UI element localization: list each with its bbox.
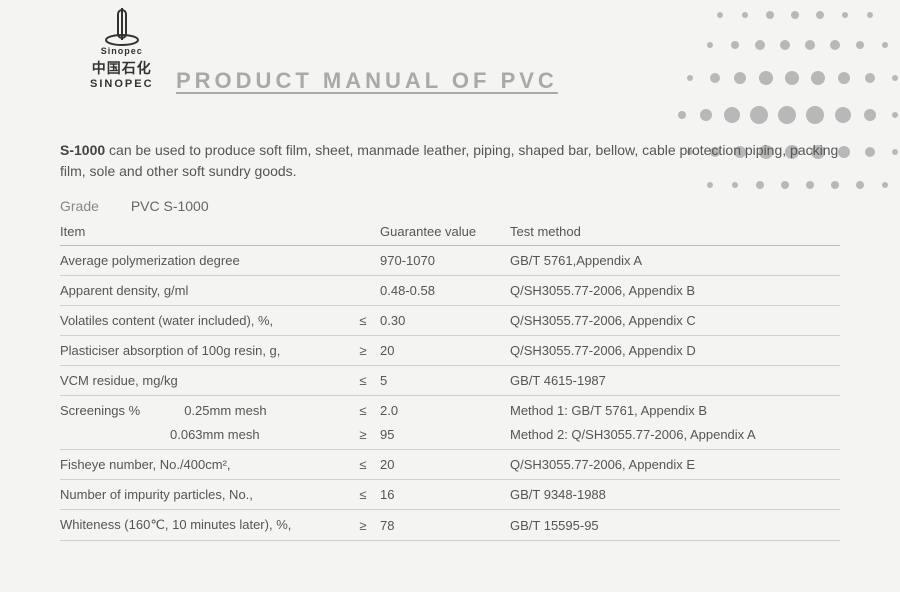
cell-item: Plasticiser absorption of 100g resin, g, <box>60 336 350 366</box>
product-description: S-1000 can be used to produce soft film,… <box>60 140 840 182</box>
table-row: VCM residue, mg/kg≤5GB/T 4615-1987 <box>60 366 840 396</box>
cell-operator: ≤ <box>350 480 380 510</box>
table-row: Average polymerization degree 970-1070GB/… <box>60 246 840 276</box>
sinopec-logo-icon <box>102 6 142 46</box>
cell-item: Screenings %0.25mm mesh <box>60 396 350 421</box>
cell-operator: ≤ <box>350 450 380 480</box>
product-code: S-1000 <box>60 142 105 158</box>
cell-value: 20 <box>380 450 510 480</box>
table-row: 0.063mm mesh≥95Method 2: Q/SH3055.77-200… <box>60 420 840 450</box>
brand-name-cn: 中国石化 <box>92 58 152 78</box>
cell-value: 970-1070 <box>380 246 510 276</box>
cell-operator: ≥ <box>350 420 380 450</box>
cell-operator: ≤ <box>350 396 380 421</box>
brand-name-en: SINOPEC <box>90 78 154 90</box>
cell-item: Volatiles content (water included), %, <box>60 306 350 336</box>
cell-value: 5 <box>380 366 510 396</box>
cell-operator <box>350 246 380 276</box>
table-header-row: Item Guarantee value Test method <box>60 218 840 246</box>
cell-value: 78 <box>380 510 510 541</box>
cell-operator: ≥ <box>350 336 380 366</box>
cell-item: Fisheye number, No./400cm², <box>60 450 350 480</box>
grade-line: Grade PVC S-1000 <box>60 198 840 214</box>
cell-item: 0.063mm mesh <box>60 420 350 450</box>
cell-operator: ≤ <box>350 366 380 396</box>
cell-value: 0.30 <box>380 306 510 336</box>
table-row: Plasticiser absorption of 100g resin, g,… <box>60 336 840 366</box>
cell-item: VCM residue, mg/kg <box>60 366 350 396</box>
table-row: Screenings %0.25mm mesh≤2.0Method 1: GB/… <box>60 396 840 421</box>
cell-value: 0.48-0.58 <box>380 276 510 306</box>
logo-mark-text: Sinopec <box>101 46 143 56</box>
table-row: Fisheye number, No./400cm²,≤20Q/SH3055.7… <box>60 450 840 480</box>
cell-method: GB/T 9348-1988 <box>510 480 840 510</box>
cell-item: Apparent density, g/ml <box>60 276 350 306</box>
cell-item: Whiteness (160℃, 10 minutes later), %, <box>60 510 350 541</box>
cell-method: GB/T 4615-1987 <box>510 366 840 396</box>
header-value: Guarantee value <box>380 218 510 246</box>
cell-value: 95 <box>380 420 510 450</box>
cell-method: Q/SH3055.77-2006, Appendix E <box>510 450 840 480</box>
cell-method: GB/T 15595-95 <box>510 510 840 541</box>
page-title: PRODUCT MANUAL OF PVC <box>176 68 558 94</box>
cell-item: Number of impurity particles, No., <box>60 480 350 510</box>
table-row: Number of impurity particles, No.,≤16GB/… <box>60 480 840 510</box>
header-item: Item <box>60 218 350 246</box>
header-method: Test method <box>510 218 840 246</box>
cell-method: Method 2: Q/SH3055.77-2006, Appendix A <box>510 420 840 450</box>
cell-operator <box>350 276 380 306</box>
cell-value: 2.0 <box>380 396 510 421</box>
cell-method: Method 1: GB/T 5761, Appendix B <box>510 396 840 421</box>
main-content: S-1000 can be used to produce soft film,… <box>60 140 840 541</box>
grade-value: PVC S-1000 <box>131 198 209 214</box>
description-text: can be used to produce soft film, sheet,… <box>60 142 838 179</box>
table-row: Apparent density, g/ml 0.48-0.58Q/SH3055.… <box>60 276 840 306</box>
header-op <box>350 218 380 246</box>
cell-method: Q/SH3055.77-2006, Appendix D <box>510 336 840 366</box>
cell-operator: ≥ <box>350 510 380 541</box>
cell-method: GB/T 5761,Appendix A <box>510 246 840 276</box>
grade-label: Grade <box>60 198 99 214</box>
brand-logo: Sinopec 中国石化 SINOPEC <box>90 6 154 90</box>
cell-operator: ≤ <box>350 306 380 336</box>
table-row: Whiteness (160℃, 10 minutes later), %,≥7… <box>60 510 840 541</box>
cell-method: Q/SH3055.77-2006, Appendix B <box>510 276 840 306</box>
spec-table: Item Guarantee value Test method Average… <box>60 218 840 541</box>
cell-method: Q/SH3055.77-2006, Appendix C <box>510 306 840 336</box>
table-row: Volatiles content (water included), %,≤0… <box>60 306 840 336</box>
cell-value: 20 <box>380 336 510 366</box>
cell-item: Average polymerization degree <box>60 246 350 276</box>
cell-value: 16 <box>380 480 510 510</box>
